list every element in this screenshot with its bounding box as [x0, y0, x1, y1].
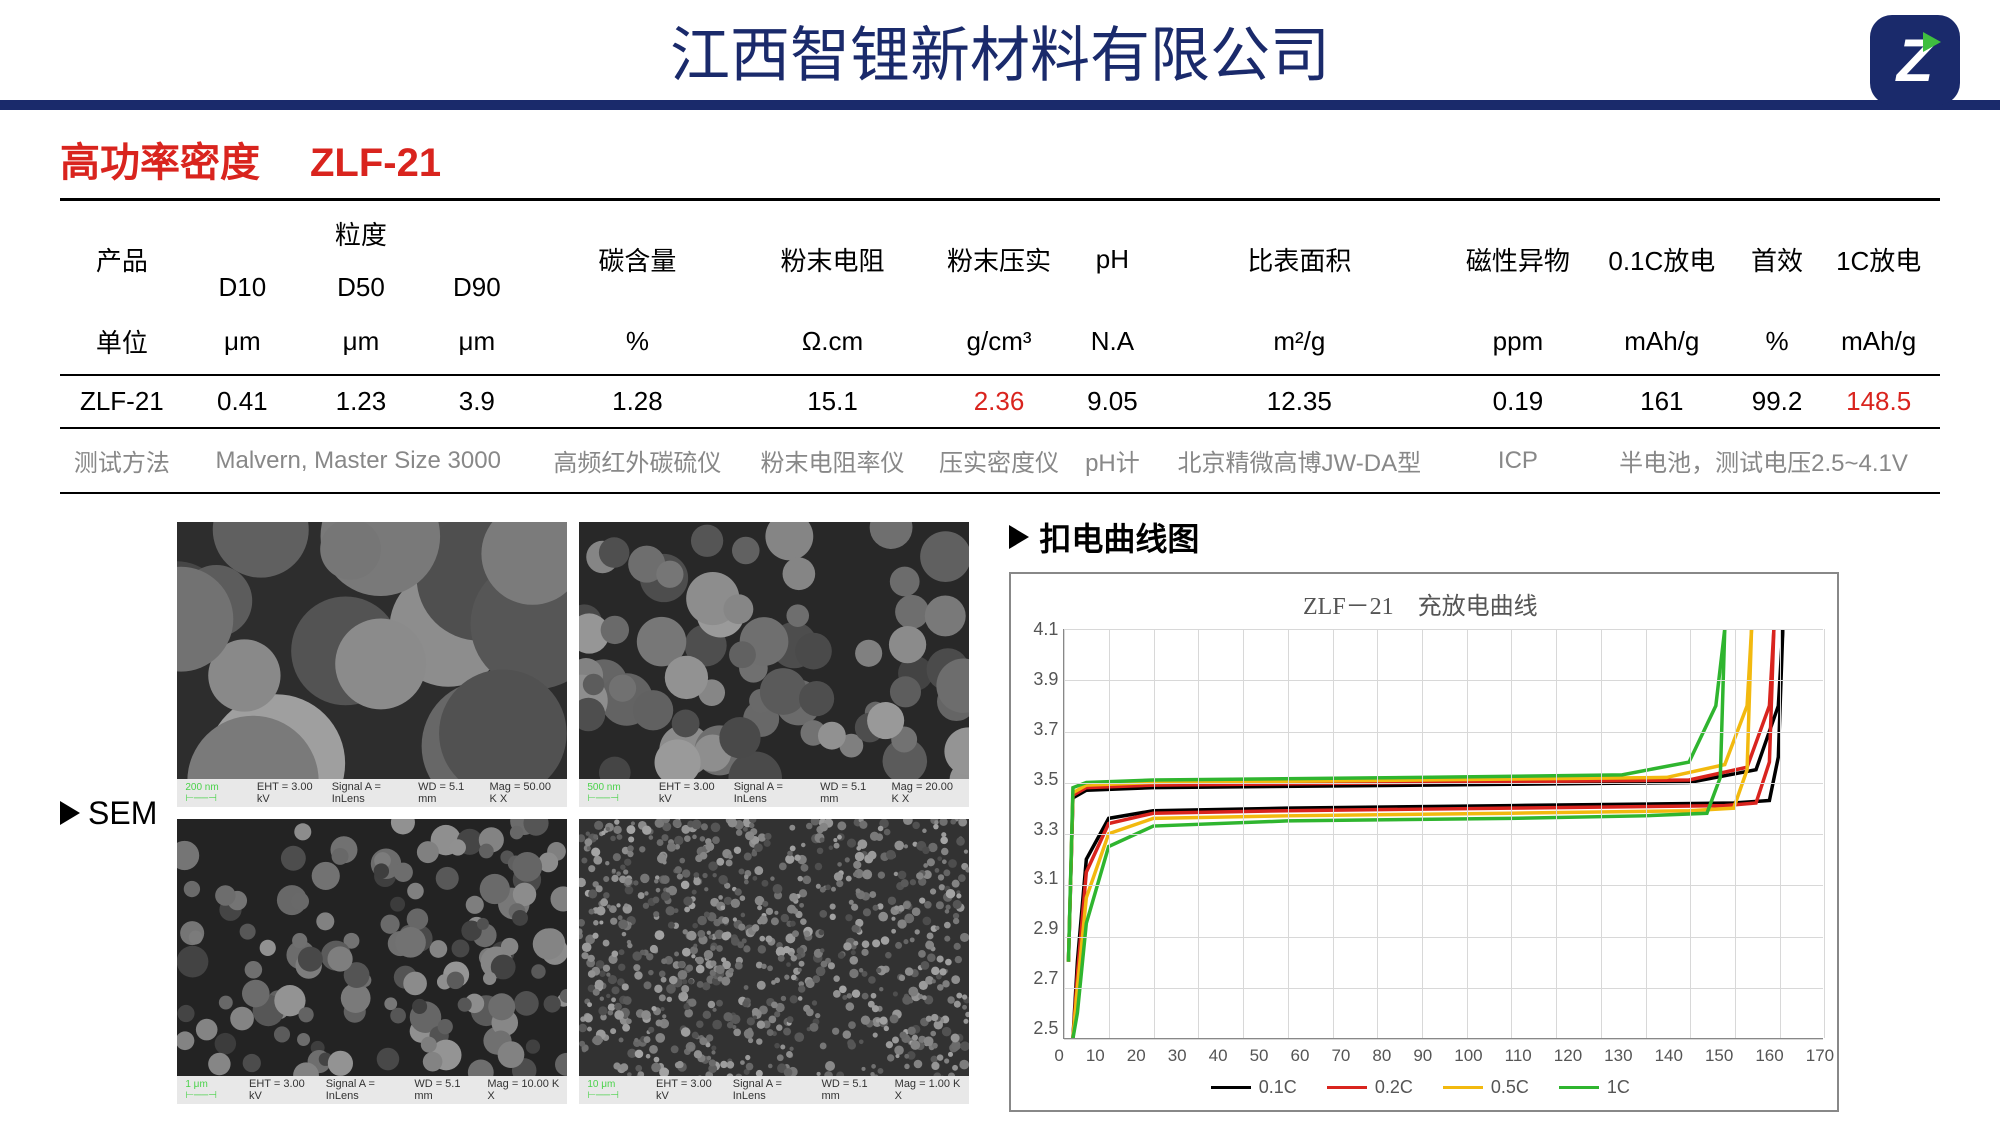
data-firsteff: 99.2	[1737, 375, 1818, 428]
data-d90: 3.9	[421, 375, 533, 428]
th-firsteff: 首效	[1737, 201, 1818, 313]
sem-section: SEM 200 nm ⊢──⊣ EHT = 3.00 kVSignal A = …	[60, 514, 969, 1112]
data-1c: 148.5	[1817, 375, 1940, 428]
chart-box: ZLF－21 充放电曲线 4.13.93.73.53.33.12.92.72.5…	[1009, 572, 1839, 1112]
th-d10: D10	[184, 262, 301, 313]
chart-section: 扣电曲线图 ZLF－21 充放电曲线 4.13.93.73.53.33.12.9…	[1009, 514, 1940, 1112]
method-ph: pH计	[1075, 428, 1150, 492]
unit-d90: μm	[421, 313, 533, 375]
data-surface: 12.35	[1150, 375, 1449, 428]
th-magnetic: 磁性异物	[1449, 201, 1587, 313]
sem-image: 200 nm ⊢──⊣ EHT = 3.00 kVSignal A = InLe…	[177, 522, 567, 807]
legend-item: 0.1C	[1211, 1077, 1297, 1098]
subtitle-model: ZLF-21	[310, 141, 441, 186]
data-carbon: 1.28	[533, 375, 742, 428]
arrow-icon	[60, 801, 80, 825]
unit-carbon: %	[533, 313, 742, 375]
th-resist: 粉末电阻	[742, 201, 923, 313]
legend-item: 0.2C	[1327, 1077, 1413, 1098]
data-01c: 161	[1587, 375, 1737, 428]
method-magnetic: ICP	[1449, 428, 1587, 492]
th-d50: D50	[301, 262, 421, 313]
company-title: 江西智锂新材料有限公司	[670, 7, 1330, 94]
logo-icon: Z	[1870, 15, 1960, 105]
unit-d10: μm	[184, 313, 301, 375]
method-surface: 北京精微高博JW-DA型	[1150, 428, 1449, 492]
data-product: ZLF-21	[60, 375, 184, 428]
unit-surface: m²/g	[1150, 313, 1449, 375]
legend-item: 0.5C	[1443, 1077, 1529, 1098]
th-d90: D90	[421, 262, 533, 313]
data-compact: 2.36	[923, 375, 1075, 428]
chart-plot-title: ZLF－21 充放电曲线	[1023, 586, 1817, 621]
sem-image: 1 μm ⊢──⊣ EHT = 3.00 kVSignal A = InLens…	[177, 819, 567, 1104]
data-resist: 15.1	[742, 375, 923, 428]
data-magnetic: 0.19	[1449, 375, 1587, 428]
unit-compact: g/cm³	[923, 313, 1075, 375]
header: 江西智锂新材料有限公司 Z	[0, 0, 2000, 110]
unit-firsteff: %	[1737, 313, 1818, 375]
th-compact: 粉末压实	[923, 201, 1075, 313]
sem-label: SEM	[88, 795, 157, 832]
unit-01c: mAh/g	[1587, 313, 1737, 375]
arrow-icon	[1009, 525, 1029, 549]
unit-resist: Ω.cm	[742, 313, 923, 375]
unit-1c: mAh/g	[1817, 313, 1940, 375]
th-product: 产品	[60, 201, 184, 313]
th-surface: 比表面积	[1150, 201, 1449, 313]
data-ph: 9.05	[1075, 375, 1150, 428]
th-carbon: 碳含量	[533, 201, 742, 313]
subtitle-row: 高功率密度 ZLF-21	[0, 110, 2000, 198]
th-1c: 1C放电	[1817, 201, 1940, 313]
unit-ph: N.A	[1075, 313, 1150, 375]
data-d10: 0.41	[184, 375, 301, 428]
sem-image: 500 nm ⊢──⊣ EHT = 3.00 kVSignal A = InLe…	[579, 522, 969, 807]
method-carbon: 高频红外碳硫仪	[533, 428, 742, 492]
th-particle: 粒度	[301, 201, 421, 262]
sem-image: 10 μm ⊢──⊣ EHT = 3.00 kVSignal A = InLen…	[579, 819, 969, 1104]
spec-table: 产品 粒度 碳含量 粉末电阻 粉末压实 pH 比表面积 磁性异物 0.1C放电 …	[60, 198, 1940, 494]
data-d50: 1.23	[301, 375, 421, 428]
th-unit: 单位	[60, 313, 184, 375]
method-battery: 半电池，测试电压2.5~4.1V	[1587, 428, 1940, 492]
method-label: 测试方法	[60, 428, 184, 492]
chart-section-title: 扣电曲线图	[1039, 514, 1199, 560]
unit-d50: μm	[301, 313, 421, 375]
th-01c: 0.1C放电	[1587, 201, 1737, 313]
legend-item: 1C	[1559, 1077, 1630, 1098]
unit-magnetic: ppm	[1449, 313, 1587, 375]
method-particle: Malvern, Master Size 3000	[184, 428, 533, 492]
method-compact: 压实密度仪	[923, 428, 1075, 492]
th-ph: pH	[1075, 201, 1150, 313]
method-resist: 粉末电阻率仪	[742, 428, 923, 492]
subtitle-label: 高功率密度	[60, 130, 260, 188]
